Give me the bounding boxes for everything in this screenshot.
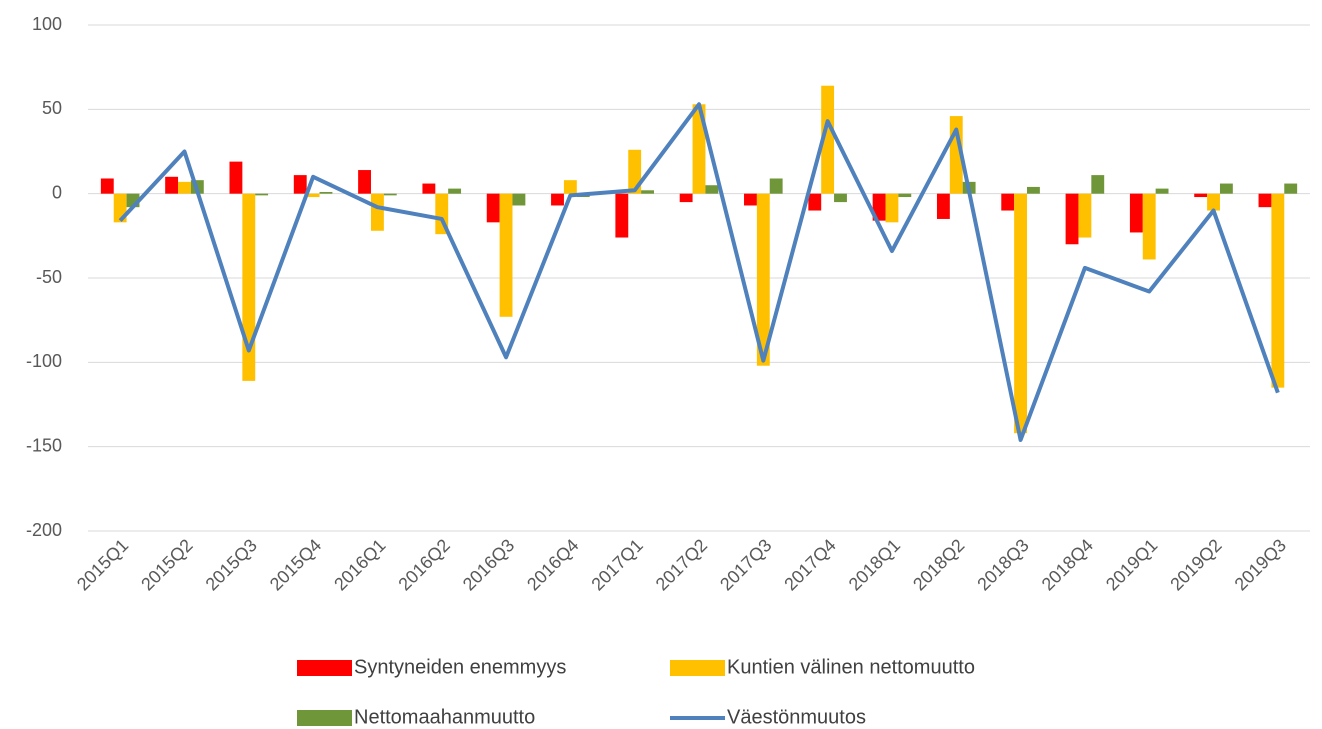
- legend-label: Nettomaahanmuutto: [354, 706, 535, 728]
- bar: [936, 193, 950, 219]
- y-tick-label: 50: [42, 98, 62, 118]
- bar: [319, 191, 333, 194]
- bar: [499, 193, 513, 317]
- x-tick-label: 2019Q3: [1231, 535, 1290, 594]
- y-tick-label: 0: [52, 182, 62, 202]
- bar: [615, 193, 629, 238]
- x-tick-label: 2018Q1: [845, 535, 904, 594]
- x-tick-label: 2015Q1: [73, 535, 132, 594]
- legend-label: Syntyneiden enemmyys: [354, 656, 566, 678]
- bar: [1219, 183, 1233, 194]
- bar: [679, 193, 693, 203]
- y-tick-label: -50: [36, 267, 62, 287]
- legend-label: Kuntien välinen nettomuutto: [727, 656, 975, 678]
- bar: [383, 193, 397, 196]
- x-tick-label: 2019Q1: [1102, 535, 1161, 594]
- bar: [872, 193, 886, 221]
- bar: [756, 193, 770, 366]
- bar: [422, 183, 436, 194]
- bar: [512, 193, 526, 206]
- x-tick-label: 2015Q2: [137, 535, 196, 594]
- y-tick-label: -150: [26, 435, 62, 455]
- bar: [255, 193, 269, 196]
- x-tick-label: 2017Q2: [652, 535, 711, 594]
- x-tick-label: 2018Q2: [909, 535, 968, 594]
- bar: [165, 176, 179, 194]
- bar: [242, 193, 256, 381]
- x-tick-label: 2017Q4: [780, 535, 839, 594]
- bar: [1284, 183, 1298, 194]
- bar: [834, 193, 847, 203]
- x-tick-label: 2019Q2: [1166, 535, 1225, 594]
- bar: [1258, 193, 1272, 208]
- x-tick-label: 2017Q1: [587, 535, 646, 594]
- y-tick-label: -100: [26, 351, 62, 371]
- bar: [100, 178, 114, 194]
- bar: [1194, 193, 1208, 198]
- bar: [1001, 193, 1015, 211]
- bar: [1014, 193, 1028, 434]
- bar: [1078, 193, 1092, 238]
- bar: [1155, 188, 1169, 194]
- bar: [306, 193, 320, 198]
- bar: [808, 193, 822, 211]
- bar: [551, 193, 564, 206]
- bar: [448, 188, 462, 194]
- bar: [641, 190, 654, 194]
- bar: [744, 193, 757, 206]
- bar: [705, 185, 719, 194]
- bar: [1271, 193, 1285, 388]
- line: [118, 102, 1280, 442]
- x-tick-label: 2017Q3: [716, 535, 775, 594]
- x-tick-label: 2016Q2: [394, 535, 453, 594]
- legend-swatch: [297, 710, 352, 726]
- x-tick-label: 2016Q1: [330, 535, 389, 594]
- bar: [486, 193, 500, 223]
- bar: [769, 178, 783, 194]
- x-tick-label: 2016Q4: [523, 535, 582, 594]
- x-tick-label: 2018Q4: [1038, 535, 1097, 594]
- bar: [293, 175, 307, 194]
- legend-label: Väestönmuutos: [727, 706, 866, 728]
- bar: [178, 181, 191, 194]
- bar: [898, 193, 912, 198]
- legend: Syntyneiden enemmyys Kuntien välinen nett…: [297, 656, 975, 728]
- bar: [1091, 175, 1105, 194]
- legend-swatch: [297, 660, 352, 676]
- bar: [885, 193, 899, 223]
- bar: [821, 85, 835, 194]
- bar: [1142, 193, 1156, 260]
- bar: [1207, 193, 1220, 211]
- bar: [370, 193, 384, 231]
- y-tick-label: -200: [26, 520, 62, 540]
- bar: [358, 170, 371, 194]
- x-tick-label: 2016Q3: [459, 535, 518, 594]
- bar: [563, 180, 577, 194]
- bar: [1065, 193, 1079, 245]
- legend-swatch: [670, 660, 725, 676]
- x-tick-label: 2015Q4: [266, 535, 325, 594]
- bar: [1027, 186, 1040, 194]
- y-tick-label: 100: [32, 14, 62, 34]
- bar: [1129, 193, 1143, 233]
- x-tick-label: 2018Q3: [973, 535, 1032, 594]
- bar: [229, 161, 243, 194]
- x-tick-label: 2015Q3: [202, 535, 261, 594]
- bar: [692, 104, 706, 194]
